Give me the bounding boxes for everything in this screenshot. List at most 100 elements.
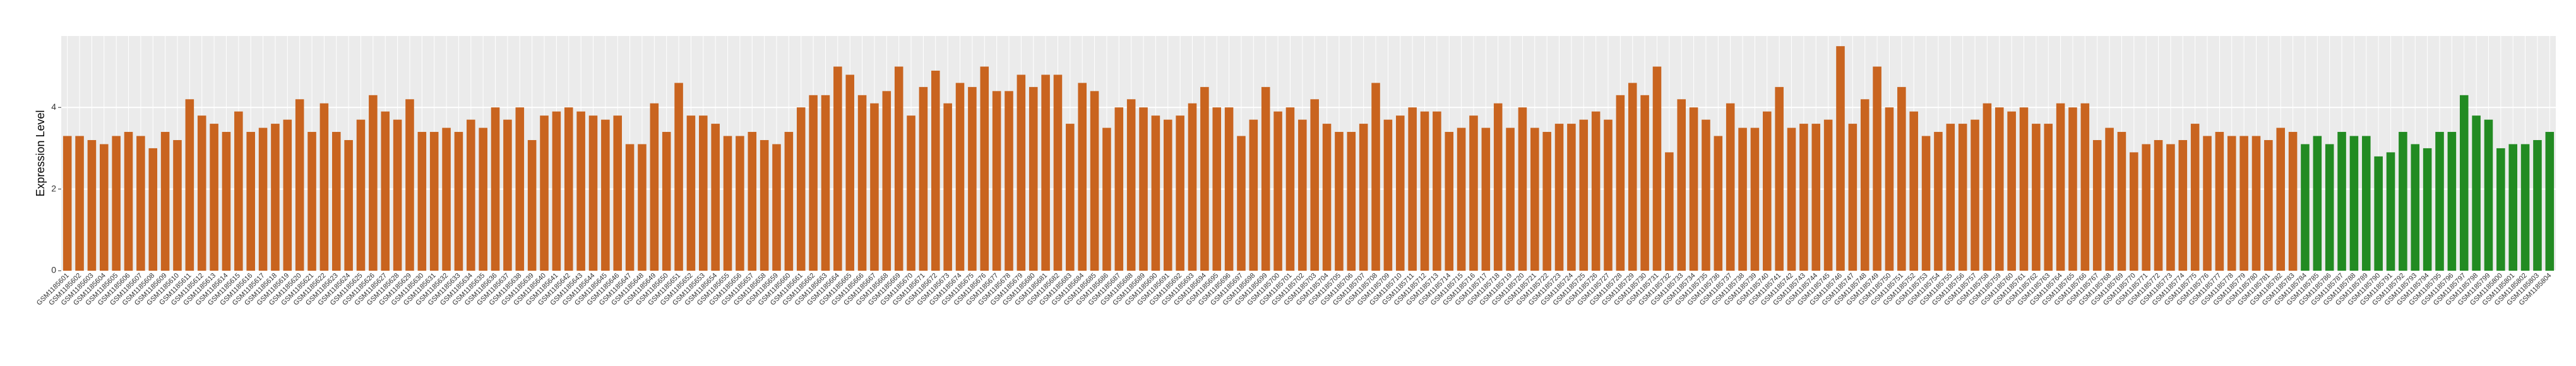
bar (2447, 132, 2457, 271)
bar (1628, 83, 1637, 271)
bar (2276, 127, 2286, 271)
bar (1200, 86, 1209, 271)
bar (307, 132, 316, 271)
bar (112, 136, 121, 271)
bar (2374, 156, 2383, 271)
bar (2508, 144, 2517, 271)
bar (2545, 132, 2555, 271)
bar (1041, 74, 1050, 271)
bar (980, 66, 989, 271)
bar (2301, 144, 2310, 271)
bar (711, 124, 720, 271)
bar (1163, 119, 1172, 271)
bar (2362, 136, 2371, 271)
bar (564, 107, 573, 271)
bar (894, 66, 903, 271)
y-tick-label: 2 (51, 183, 56, 193)
bar (344, 139, 353, 271)
bar (246, 132, 255, 271)
bar (1053, 74, 1063, 271)
bar (1750, 127, 1760, 271)
bar (63, 136, 72, 271)
bar (736, 136, 744, 271)
bar (124, 132, 133, 271)
bar (1066, 124, 1075, 271)
bar (552, 111, 561, 271)
bar (1579, 119, 1589, 271)
bar (136, 136, 145, 271)
bar (1958, 124, 1967, 271)
bar (197, 115, 206, 271)
bar (1347, 132, 1356, 271)
bar (845, 74, 854, 271)
bar (1836, 46, 1845, 271)
bar (1983, 103, 1992, 271)
bar (2337, 132, 2346, 271)
bar (2264, 139, 2273, 271)
bar (87, 139, 97, 271)
bar (2203, 136, 2212, 271)
bar (2472, 115, 2481, 271)
bar (1616, 95, 1625, 271)
bar (271, 124, 280, 271)
bar (796, 107, 806, 271)
bar (369, 95, 378, 271)
bar (503, 119, 512, 271)
bar (1273, 111, 1282, 271)
bar (442, 127, 451, 271)
bar (1823, 119, 1833, 271)
bar (2215, 132, 2224, 271)
bar (662, 132, 671, 271)
bar (2288, 132, 2298, 271)
bar (1689, 107, 1698, 271)
bar (331, 132, 341, 271)
bar (2423, 148, 2432, 271)
bar (2227, 136, 2236, 271)
bar (429, 132, 439, 271)
bar (2105, 127, 2114, 271)
bar (1420, 111, 1429, 271)
plot-panel (61, 36, 2556, 271)
y-tick-label: 4 (51, 102, 56, 112)
bar (1885, 107, 1894, 271)
bar (173, 139, 182, 271)
bar (1493, 103, 1503, 271)
bar (1469, 115, 1478, 271)
bar (1640, 95, 1649, 271)
bar (1395, 115, 1405, 271)
bar (1971, 119, 1979, 271)
bar (1738, 127, 1747, 271)
bar (2325, 144, 2334, 271)
bar (1946, 124, 1955, 271)
bar (1078, 83, 1087, 271)
bar (821, 95, 830, 271)
bar (1921, 136, 1931, 271)
y-axis-title: Expression Level (34, 110, 47, 196)
bar (1604, 119, 1613, 271)
bar (1285, 107, 1295, 271)
bar (479, 127, 487, 271)
bar (772, 144, 781, 271)
bar (1383, 119, 1393, 271)
bar (2154, 139, 2163, 271)
bar (674, 83, 683, 271)
bar (748, 132, 757, 271)
bar (955, 83, 965, 271)
bar (1151, 115, 1160, 271)
bar (784, 132, 794, 271)
bar (943, 103, 952, 271)
bar (467, 119, 475, 271)
bar (2520, 144, 2530, 271)
bar (1591, 111, 1601, 271)
bar (1995, 107, 2004, 271)
bar (992, 91, 1001, 271)
bar (2166, 144, 2175, 271)
bar (1335, 132, 1344, 271)
bar (760, 139, 769, 271)
bar (882, 91, 891, 271)
bar (1665, 152, 1674, 271)
bar (833, 66, 842, 271)
bar (1763, 111, 1772, 271)
bar (295, 99, 304, 271)
